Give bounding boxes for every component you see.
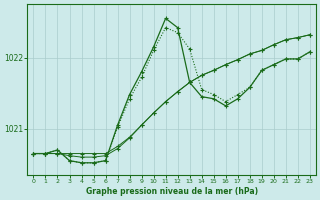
X-axis label: Graphe pression niveau de la mer (hPa): Graphe pression niveau de la mer (hPa) [85, 187, 258, 196]
